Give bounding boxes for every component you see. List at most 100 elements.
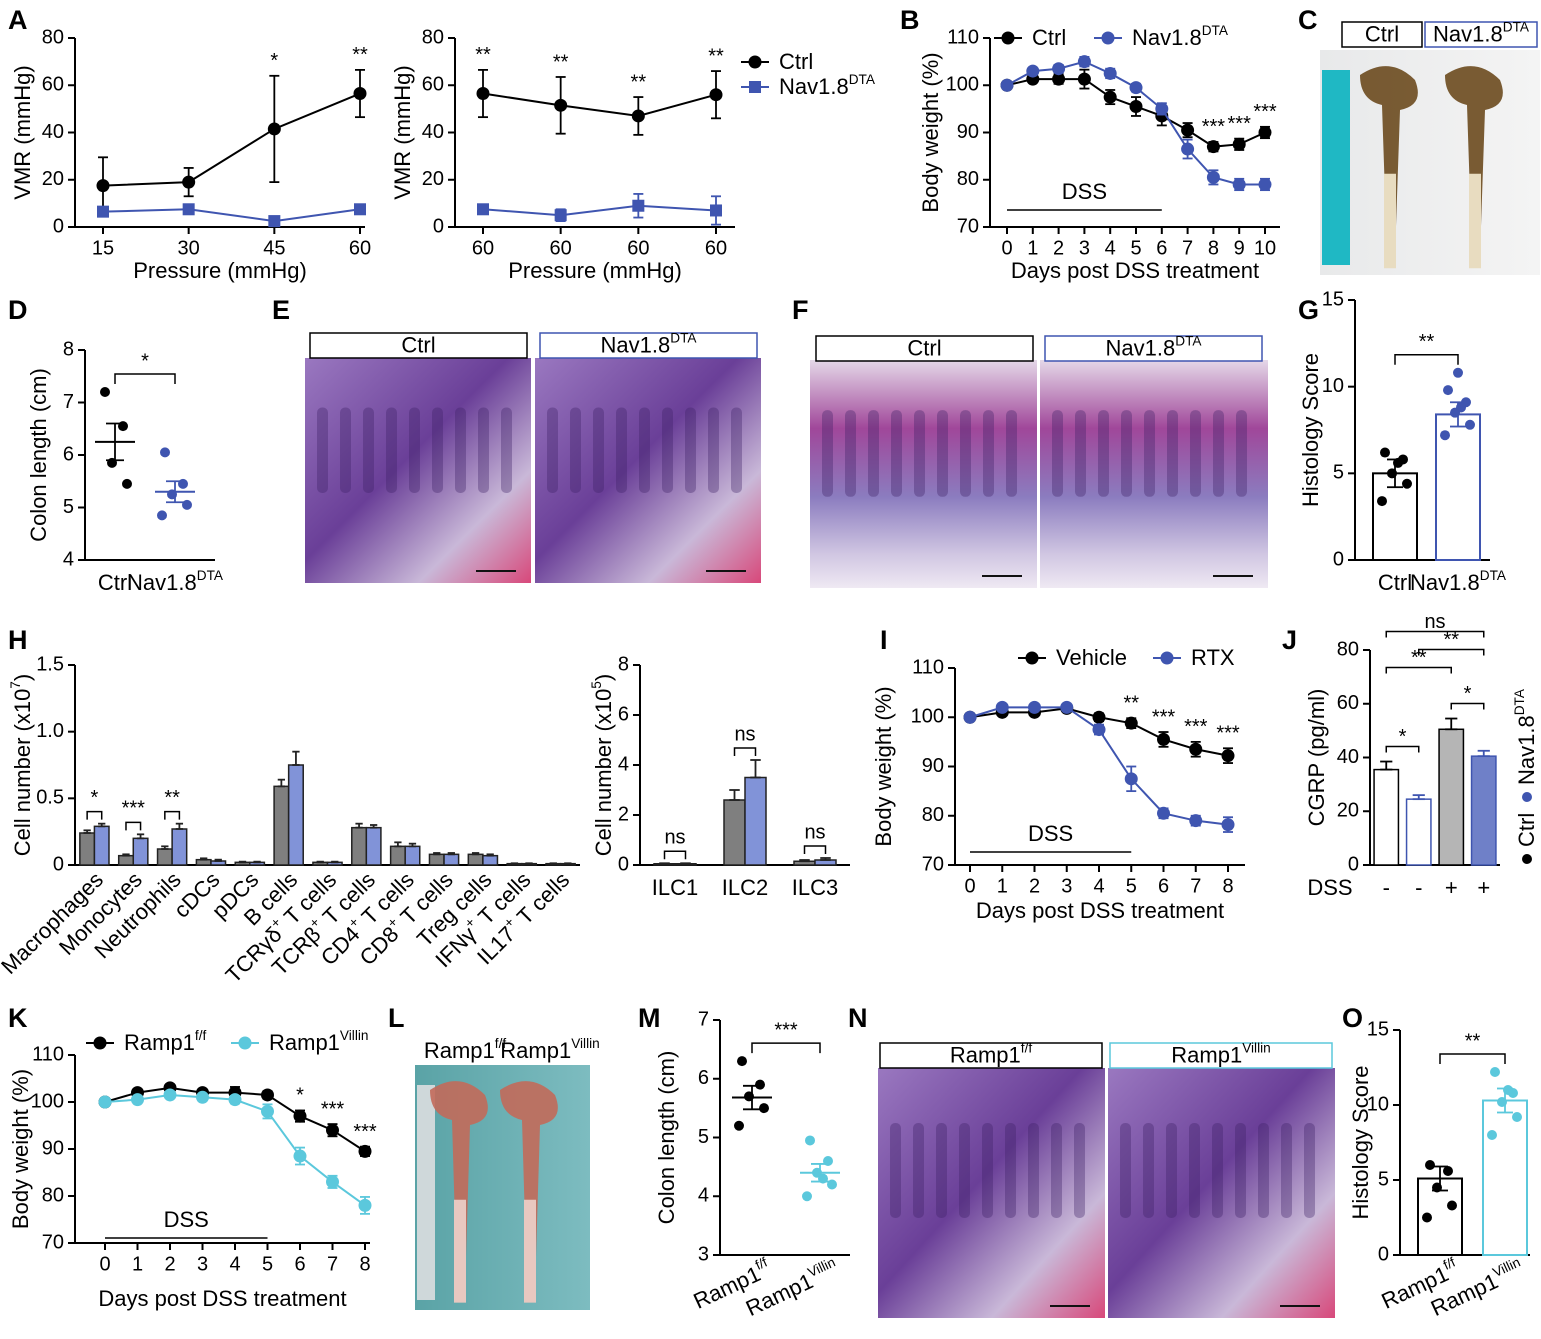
x-tick-label: 5 [1130, 237, 1141, 259]
x-tick-label: 60 [627, 237, 649, 259]
crypt [1098, 410, 1109, 497]
bar [351, 826, 368, 866]
photo-label: Ctrl [907, 335, 941, 360]
bracket [1385, 630, 1485, 638]
crypt [1075, 410, 1086, 497]
row-label: DSS [1307, 875, 1352, 900]
text-part: Cell number (x10 [10, 689, 35, 857]
photo-label: Ctrl [401, 332, 435, 357]
marker [1232, 137, 1246, 151]
data-point [755, 1079, 765, 1090]
marker [182, 203, 195, 216]
x-tick-label: 7 [1182, 237, 1193, 259]
marker [238, 1036, 252, 1050]
data-point [1440, 430, 1450, 441]
y-tick-label: 1.5 [36, 653, 64, 675]
superscript: Villin [571, 1036, 600, 1051]
bar [428, 853, 445, 866]
marker [358, 1144, 372, 1158]
superscript: DTA [670, 331, 697, 346]
significance: *** [353, 1121, 377, 1143]
legend-label: Ctrl [1032, 25, 1066, 50]
data-point [1402, 478, 1412, 489]
y-axis-label: Cell number (x105) [589, 674, 616, 856]
legend-label: Ctrl [1514, 813, 1539, 847]
superscript: DTA [849, 72, 876, 87]
y-axis-label: Body weight (%) [8, 1069, 33, 1229]
bracket [1385, 666, 1452, 674]
ruler [1322, 70, 1350, 265]
crypt [913, 1123, 924, 1218]
crypt [1143, 1123, 1154, 1218]
superscript: f/f [495, 1036, 507, 1051]
y-tick-label: 40 [422, 121, 444, 143]
x-tick-label: 6 [1158, 875, 1169, 897]
y-tick-label: 6 [618, 703, 629, 725]
crypt [639, 407, 650, 493]
significance: *** [1253, 101, 1277, 123]
data-point [1380, 447, 1390, 458]
legend-label: Ramp1f/f [124, 1028, 206, 1055]
data-point [823, 1156, 833, 1166]
marker [1157, 732, 1170, 746]
photo-label: Ramp1f/f [424, 1036, 506, 1063]
y-tick-label: 80 [422, 26, 444, 48]
colon-distal [454, 1199, 466, 1303]
data-point [1453, 367, 1463, 378]
crypt [845, 410, 856, 497]
legend-marker [1522, 854, 1532, 864]
text-part: Ramp1 [500, 1038, 571, 1063]
error-bar [253, 860, 261, 864]
series-line [482, 204, 717, 217]
y-tick-label: 4 [618, 753, 629, 775]
marker [709, 88, 723, 102]
bar [389, 845, 406, 866]
significance: * [1399, 726, 1407, 748]
marker [1103, 66, 1117, 80]
superscript: DTA [1202, 23, 1229, 38]
error-bar [98, 822, 106, 828]
bar [117, 854, 135, 866]
significance: ns [664, 827, 685, 849]
marker [268, 215, 281, 228]
marker [1001, 31, 1015, 45]
colon [1360, 66, 1418, 255]
significance: ns [804, 821, 825, 843]
text-part: Ramp1 [269, 1030, 340, 1055]
photo-label: Nav1.8DTA [601, 331, 698, 358]
x-tick-label: 0 [964, 875, 975, 897]
period-label: DSS [164, 1207, 209, 1232]
series-line [482, 92, 717, 117]
bracket [1450, 702, 1485, 710]
y-tick-label: 0 [1348, 853, 1359, 875]
bracket [86, 810, 103, 820]
marker [1028, 700, 1041, 714]
x-tick-label: 5 [262, 1253, 273, 1275]
panel-letter: B [900, 5, 920, 35]
photo [1108, 1068, 1335, 1318]
x-tick-label: ILC2 [722, 875, 768, 900]
x-tick-label: Nav1.8DTA [127, 568, 224, 595]
panel-letter: L [388, 1003, 405, 1033]
crypt [1304, 1123, 1315, 1218]
y-tick-label: 15 [1367, 1018, 1389, 1040]
error-bar [750, 759, 761, 779]
y-tick-label: 5 [63, 496, 74, 518]
panel-letter: D [8, 295, 28, 325]
marker [1181, 123, 1195, 137]
marker [293, 1109, 307, 1123]
y-tick-label: 80 [957, 168, 979, 190]
error-bar [214, 858, 222, 862]
marker [710, 204, 722, 217]
photo-label: Ramp1Villin [1171, 1041, 1270, 1068]
y-tick-label: 90 [42, 1137, 64, 1159]
error-bar [1412, 794, 1425, 801]
error-bar [1477, 749, 1490, 758]
bracket [733, 747, 757, 756]
error-bar [659, 862, 670, 865]
y-tick-label: 4 [698, 1185, 709, 1207]
y-tick-label: 70 [922, 853, 944, 875]
marker [1077, 72, 1091, 86]
data-point [1432, 1182, 1442, 1193]
x-tick-label: 3 [197, 1253, 208, 1275]
